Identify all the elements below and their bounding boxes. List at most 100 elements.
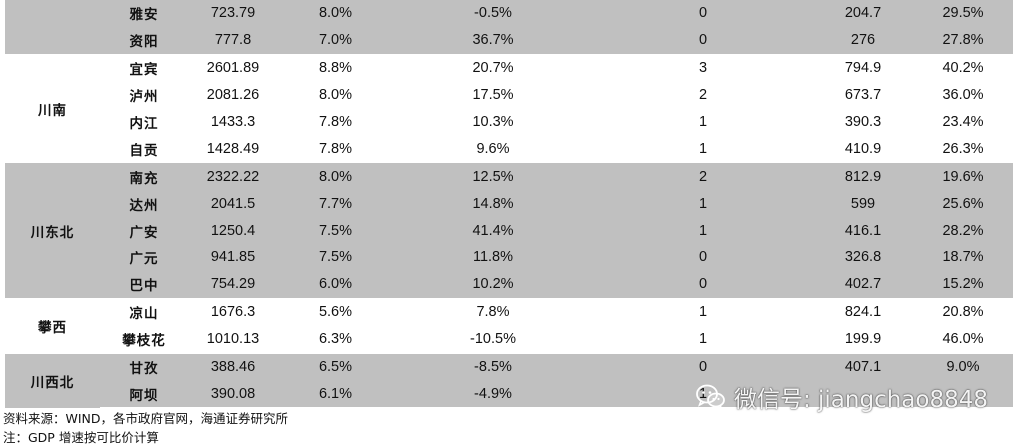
gdp-cell: 2601.89 — [188, 53, 278, 82]
change-cell: 10.2% — [393, 270, 593, 299]
growth-cell: 5.6% — [278, 297, 393, 326]
share-cell: 28.2% — [913, 217, 1013, 245]
value-cell: 390.3 — [844, 114, 882, 130]
growth-cell: 7.0% — [278, 26, 393, 55]
table-row: 资阳 777.8 7.0% 36.7% 0 276 27.8% — [5, 26, 1013, 55]
share-cell — [913, 380, 1013, 409]
data-table-container: 雅安 723.79 8.0% -0.5% 0 204.7 29.5% 资阳 777.8 7.0% 3… — [5, 0, 1013, 409]
city-name: 攀枝花 — [100, 325, 188, 354]
wechat-watermark: 微信号: jiangchao8848 — [696, 380, 988, 414]
table-row: 泸州 2081.26 8.0% 17.5% 2 673.7 36.0% — [5, 82, 1013, 109]
gdp-cell: 1433.3 — [210, 114, 256, 130]
city-name: 广元 — [100, 244, 188, 271]
share-cell: 9.0% — [913, 352, 1013, 381]
change-cell: 11.8% — [393, 244, 593, 271]
value-cell: 416.1 — [813, 217, 913, 245]
count-cell: 1 — [593, 135, 813, 164]
growth-cell: 7.7% — [278, 190, 393, 218]
table-row: 自贡 1428.49 7.8% 9.6% 1 410.9 26.3% — [5, 135, 1013, 164]
growth-cell: 8.8% — [278, 53, 393, 82]
table-row: 阿坝 390.08 6.1% -4.9% 1 — [5, 380, 1013, 409]
city-name: 资阳 — [100, 26, 188, 55]
gdp-cell: 1428.49 — [188, 135, 278, 164]
value-cell: 402.7 — [813, 270, 913, 299]
value-cell: 199.9 — [813, 325, 913, 354]
gdp-cell: 754.29 — [188, 270, 278, 299]
region-label: 川南 — [5, 53, 100, 163]
share-cell: 15.2% — [913, 270, 1013, 299]
city-economy-table: 雅安 723.79 8.0% -0.5% 0 204.7 29.5% 资阳 777.8 7.0% 3… — [5, 0, 1013, 409]
city-name: 宜宾 — [100, 53, 188, 82]
change-cell: 7.8% — [393, 297, 593, 326]
change-cell: 17.5% — [472, 87, 514, 104]
city-name: 内江 — [129, 116, 159, 132]
wechat-icon — [696, 384, 726, 410]
change-cell: 14.8% — [393, 190, 593, 218]
value-cell — [813, 380, 913, 409]
growth-cell: 6.3% — [278, 325, 393, 354]
growth-cell: 6.1% — [278, 380, 393, 409]
table-body: 雅安 723.79 8.0% -0.5% 0 204.7 29.5% 资阳 777.8 7.0% 3… — [5, 0, 1013, 409]
growth-cell: 8.0% — [278, 0, 393, 27]
gdp-cell: 1676.3 — [188, 297, 278, 326]
table-row: 川东北 南充 2322.22 8.0% 12.5% 2 812.9 19.6% — [5, 162, 1013, 299]
gdp-cell: 2322.22 — [188, 162, 278, 191]
region-label — [5, 0, 100, 55]
growth-cell: 7.5% — [278, 244, 393, 271]
table-row: 雅安 723.79 8.0% -0.5% 0 204.7 29.5% — [5, 0, 1013, 55]
value-cell: 407.1 — [813, 352, 913, 381]
change-cell: 10.3% — [472, 114, 514, 130]
gdp-cell: 2081.26 — [206, 87, 260, 104]
share-cell: 20.8% — [913, 297, 1013, 326]
table-row: 攀西 凉山 1676.3 5.6% 7.8% 1 824.1 20.8% — [5, 297, 1013, 354]
share-cell: 26.3% — [913, 135, 1013, 164]
gdp-cell: 941.85 — [188, 244, 278, 271]
growth-cell: 7.8% — [278, 135, 393, 164]
growth-cell: 6.5% — [278, 352, 393, 381]
value-cell: 824.1 — [813, 297, 913, 326]
gdp-cell: 2041.5 — [188, 190, 278, 218]
gdp-cell: 388.46 — [188, 352, 278, 381]
share-cell: 23.4% — [942, 114, 984, 130]
count-cell: 2 — [593, 162, 813, 191]
city-name: 甘孜 — [100, 352, 188, 381]
count-cell: 1 — [593, 217, 813, 245]
change-cell: -8.5% — [393, 352, 593, 381]
city-name: 广安 — [100, 217, 188, 245]
region-label: 川西北 — [5, 352, 100, 408]
change-cell: 20.7% — [393, 53, 593, 82]
value-cell: 673.7 — [844, 87, 882, 104]
value-cell: 326.8 — [813, 244, 913, 271]
growth-cell: 8.0% — [278, 162, 393, 191]
value-cell: 794.9 — [813, 53, 913, 82]
growth-cell: 6.0% — [278, 270, 393, 299]
region-label: 川东北 — [5, 162, 100, 299]
share-cell: 29.5% — [913, 0, 1013, 27]
growth-cell: 8.0% — [318, 87, 353, 104]
source-footnote: 资料来源：WIND，各市政府官网，海通证券研究所 — [3, 411, 289, 426]
change-cell: 41.4% — [393, 217, 593, 245]
value-cell: 410.9 — [813, 135, 913, 164]
city-name: 泸州 — [129, 89, 159, 106]
calculation-note: 注：GDP 增速按可比价计算 — [3, 430, 159, 445]
table-row: 广安 1250.4 7.5% 41.4% 1 416.1 28.2% — [5, 217, 1013, 245]
gdp-cell: 777.8 — [188, 26, 278, 55]
table-row: 川南 宜宾 2601.89 8.8% 20.7% 3 794.9 40.2% — [5, 53, 1013, 163]
count-cell: 1 — [593, 190, 813, 218]
gdp-cell: 1010.13 — [188, 325, 278, 354]
change-cell: -0.5% — [393, 0, 593, 27]
count-cell: 1 — [698, 114, 708, 130]
gdp-cell: 1250.4 — [188, 217, 278, 245]
city-name: 自贡 — [100, 135, 188, 164]
gdp-cell: 723.79 — [188, 0, 278, 27]
wechat-id-text: 微信号: jiangchao8848 — [733, 387, 988, 413]
table-row: 广元 941.85 7.5% 11.8% 0 326.8 18.7% — [5, 244, 1013, 271]
count-cell: 1 — [593, 297, 813, 326]
city-name: 雅安 — [100, 0, 188, 27]
share-cell: 40.2% — [913, 53, 1013, 82]
city-name: 巴中 — [100, 270, 188, 299]
change-cell: -10.5% — [393, 325, 593, 354]
value-cell: 276 — [813, 26, 913, 55]
count-cell: 1 — [593, 325, 813, 354]
value-cell: 599 — [813, 190, 913, 218]
